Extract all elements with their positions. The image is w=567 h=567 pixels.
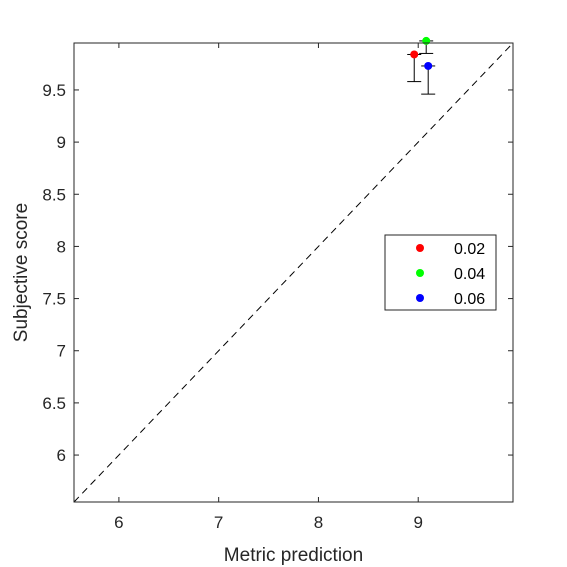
x-tick-label: 9 [413,513,422,532]
y-tick-label: 7 [57,342,66,361]
y-axis-ticks: 6 6.5 7 7.5 8 8.5 9 9.5 [42,81,513,465]
plot-frame [73,42,514,503]
legend-marker [416,244,424,252]
data-point [424,61,433,70]
legend-label: 0.06 [454,291,485,308]
x-tick-label: 7 [214,513,223,532]
legend: 0.02 0.04 0.06 [384,234,497,311]
y-tick-label: 6 [57,446,66,465]
x-tick-label: 6 [114,513,123,532]
y-tick-label: 7.5 [42,290,66,309]
y-tick-label: 9.5 [42,81,66,100]
legend-marker [416,269,424,277]
y-tick-label: 8.5 [42,185,66,204]
x-axis-ticks: 6 7 8 9 [114,43,423,532]
y-axis-label: Subjective score [11,203,32,342]
reference-line-group [73,42,514,503]
legend-label: 0.02 [454,241,485,258]
legend-marker [416,294,424,302]
data-point [422,36,431,45]
diagonal-reference-line [73,42,514,503]
y-tick-label: 6.5 [42,394,66,413]
y-tick-label: 8 [57,237,66,256]
legend-box [384,234,497,311]
y-tick-label: 9 [57,133,66,152]
legend-label: 0.04 [454,266,485,283]
x-tick-label: 8 [314,513,323,532]
x-axis-label: Metric prediction [224,545,363,566]
data-point [410,50,419,59]
